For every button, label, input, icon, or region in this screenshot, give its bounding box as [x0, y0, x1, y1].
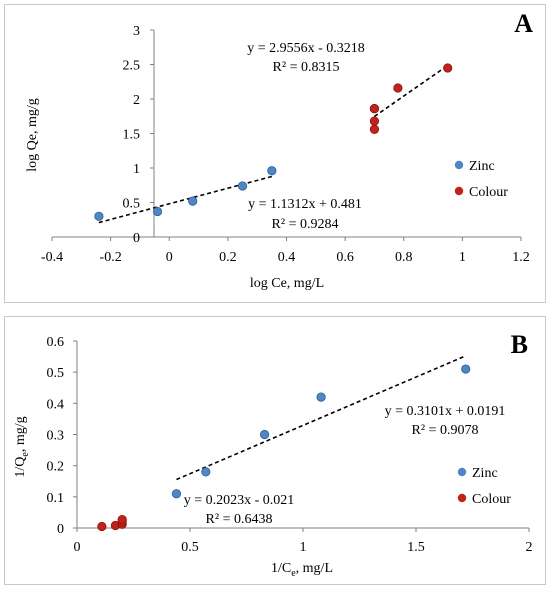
x-tick-label: 1.2 [512, 250, 530, 265]
y-tick-label: 0.1 [47, 491, 65, 506]
data-point-colour [117, 514, 127, 525]
y-tick-label: 0.5 [123, 197, 141, 212]
x-tick-label: 0.5 [181, 540, 199, 555]
y-tick-label: 0.3 [47, 429, 65, 444]
equation-colour: y = 0.2023x - 0.021 [184, 493, 295, 508]
r-squared-zinc: R² = 0.9078 [412, 423, 479, 438]
x-tick-label: 1 [459, 250, 466, 265]
y-tick-label: 1 [133, 162, 140, 177]
panel-a: -0.4 -0.2 0 0.2 0.4 0.6 0.8 1 1.2 0 0.5 1 1.5 2 2.5 3 lo… [25, 9, 533, 291]
equation-zinc: y = 1.1312x + 0.481 [248, 197, 362, 212]
r-squared-colour: R² = 0.6438 [206, 512, 273, 527]
x-tick-label: -0.2 [100, 250, 122, 265]
panel-a-frame [4, 4, 546, 303]
y-tick-label: 0.6 [47, 335, 65, 350]
y-tick-label: 2 [133, 93, 140, 108]
legend-marker-zinc [454, 160, 464, 170]
legend-marker-colour [454, 186, 464, 196]
x-tick-label: 0.6 [336, 250, 354, 265]
x-tick-label: 1 [300, 540, 307, 555]
legend-marker-colour [457, 493, 467, 503]
data-point-zinc [259, 429, 270, 440]
y-axis-title: log Qe, mg/g [25, 98, 40, 172]
y-tick-label: 0 [57, 522, 64, 537]
y-tick-label: 3 [133, 24, 140, 39]
y-tick-label: 1.5 [123, 128, 141, 143]
y-tick-label: 0.4 [47, 397, 65, 412]
data-point-colour [393, 83, 403, 93]
x-tick-label: 1.5 [407, 540, 425, 555]
x-tick-label: 0.8 [395, 250, 413, 265]
r-squared-zinc: R² = 0.9284 [272, 217, 339, 232]
y-tick-label: 0.2 [47, 460, 65, 475]
x-axis-title: 1/Ce, mg/L [271, 561, 333, 579]
data-point-colour [443, 63, 453, 73]
y-axis-title-rest: , mg/g [13, 416, 28, 452]
data-point-zinc [152, 206, 163, 217]
x-tick-label: 0.2 [219, 250, 237, 265]
y-axis-title-main: 1/Q [13, 457, 28, 478]
data-point-zinc [316, 392, 326, 402]
x-axis-title: log Ce, mg/L [250, 276, 324, 291]
equation-colour: y = 2.9556x - 0.3218 [247, 41, 365, 56]
x-axis-title-sub: e [291, 568, 296, 579]
data-point-zinc [201, 467, 211, 477]
trendline-zinc [176, 355, 467, 481]
x-tick-label: 0 [166, 250, 173, 265]
y-tick-label: 0.5 [47, 366, 65, 381]
y-axis-title: 1/Qe, mg/g [13, 416, 31, 477]
equation-zinc: y = 0.3101x + 0.0191 [385, 404, 506, 419]
x-tick-label: -0.4 [41, 250, 63, 265]
x-tick-label: 0.4 [278, 250, 296, 265]
data-point-zinc [94, 211, 104, 221]
x-tick-label: 0 [74, 540, 81, 555]
data-point-colour [369, 104, 380, 114]
data-point-zinc [461, 364, 471, 374]
panel-b: 0 0.5 1 1.5 200.10.20.30.40.50.61/Ce, mg/L1/… [13, 330, 533, 579]
x-axis-title-main: 1/C [271, 561, 291, 576]
data-point-zinc [267, 166, 277, 176]
panel-letter: A [514, 9, 533, 38]
data-point-zinc [188, 196, 198, 206]
data-point-zinc [237, 181, 248, 191]
y-axis-title-sub: e [20, 452, 31, 457]
panel-letter: B [511, 330, 528, 359]
data-point-zinc [171, 489, 182, 499]
y-tick-label: 0 [133, 231, 140, 246]
data-point-colour [369, 116, 380, 126]
trendline-colour [373, 64, 449, 118]
legend-label-colour: Colour [472, 492, 511, 507]
legend-label-zinc: Zinc [469, 159, 495, 174]
x-tick-label: 2 [526, 540, 533, 555]
legend-label-zinc: Zinc [472, 466, 498, 481]
data-point-colour [97, 521, 107, 532]
r-squared-colour: R² = 0.8315 [273, 60, 340, 75]
y-tick-label: 2.5 [123, 59, 141, 74]
legend-label-colour: Colour [469, 185, 508, 200]
panel-b-frame [4, 316, 546, 585]
data-point-colour [369, 124, 380, 134]
legend-marker-zinc [457, 467, 467, 477]
x-axis-title-rest: , mg/L [296, 561, 333, 576]
